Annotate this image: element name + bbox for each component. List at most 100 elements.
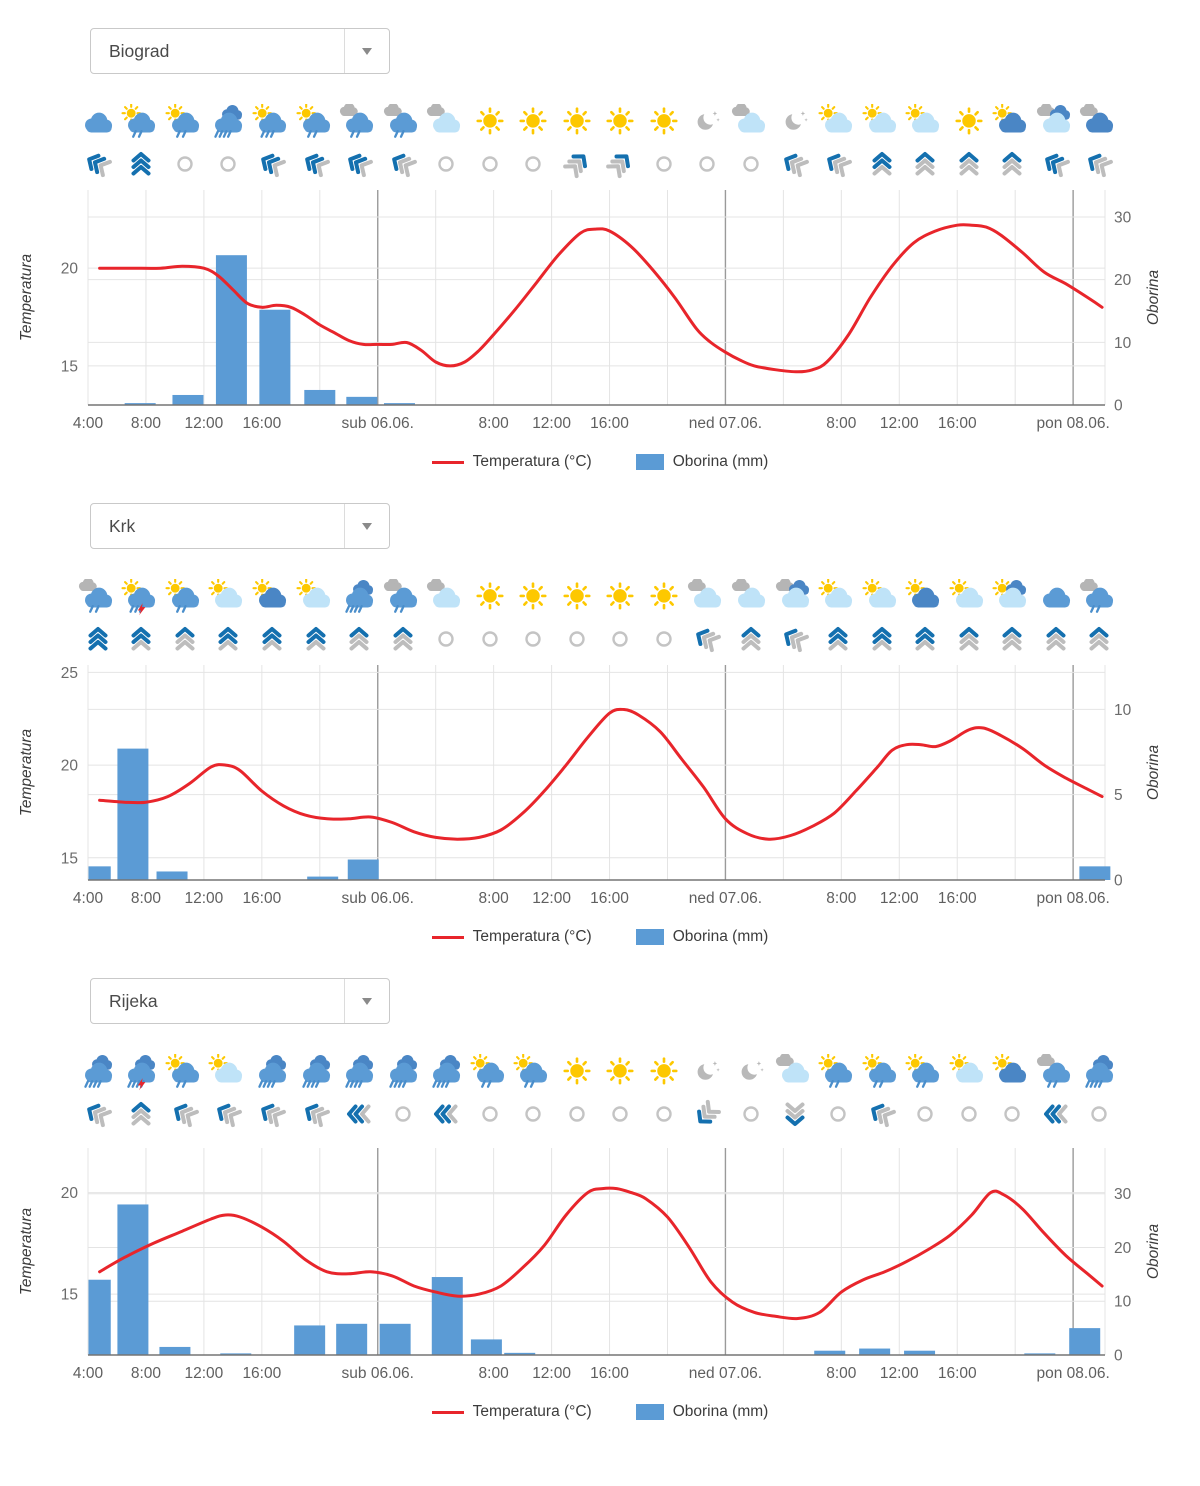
weather-slot — [642, 104, 686, 142]
wind-slot — [773, 149, 817, 179]
sunny-icon — [606, 107, 634, 135]
right-axis-tick: 5 — [1114, 787, 1123, 804]
weather-slot — [729, 579, 773, 617]
wind-up-1-icon — [349, 627, 369, 651]
temperature-line-swatch — [431, 460, 464, 464]
wind-slot — [773, 624, 817, 654]
forecast-chart-biograd: 15 20 0 10 20 30 4:00 8:00 12:00 16:00 sub 06.06. 8… — [18, 190, 1162, 432]
weather-slot — [1078, 579, 1122, 617]
horizontal-gridlines: 15 20 0 10 20 30 — [61, 1185, 1132, 1364]
weather-slot — [686, 579, 730, 617]
wind-slot — [207, 149, 251, 179]
location-select[interactable]: Rijeka — [90, 978, 390, 1024]
weather-slot — [163, 104, 207, 142]
chevron-down-icon — [362, 47, 372, 55]
wind-up-3-icon — [131, 152, 151, 176]
wind-slot — [816, 149, 860, 179]
wind-calm-icon — [220, 156, 237, 172]
x-axis-label: 8:00 — [131, 1365, 162, 1382]
select-arrow-zone — [344, 504, 389, 548]
weather-slot — [642, 579, 686, 617]
sun-rain-icon — [470, 1054, 504, 1088]
wind-up-1-icon — [959, 152, 979, 176]
wind-down-1-icon — [785, 1102, 805, 1126]
weather-slot — [686, 1054, 730, 1092]
wind-slot — [468, 149, 512, 179]
legend-precipitation-label: Oborina (mm) — [672, 928, 769, 945]
cloud-icon — [84, 112, 112, 133]
weather-slot — [903, 1054, 947, 1092]
rain-icon — [1080, 579, 1114, 613]
sun-rain-icon — [121, 104, 156, 138]
wind-slot — [1078, 624, 1122, 654]
x-axis-label: 8:00 — [479, 415, 510, 432]
weather-slot — [686, 104, 730, 142]
wind-slot — [947, 1099, 991, 1129]
x-axis-label: sub 06.06. — [342, 415, 414, 432]
weather-slot — [424, 104, 468, 142]
wind-wnw-1-icon — [217, 1103, 243, 1128]
wind-slot — [816, 1099, 860, 1129]
location-select-value: Krk — [109, 515, 136, 536]
right-axis-tick: 0 — [1114, 398, 1123, 415]
weather-slot — [337, 579, 381, 617]
wind-slot — [381, 624, 425, 654]
chart: 15 20 25 0 5 10 4:00 8:00 12:00 16:00 sub 06.06. 8:… — [0, 660, 1200, 922]
legend-temperature: Temperatura (°C) — [431, 1403, 592, 1421]
wind-up-1-icon — [1002, 152, 1022, 176]
weather-slot — [1034, 1054, 1078, 1092]
left-axis-tick: 25 — [61, 665, 78, 682]
wind-wnw-1-icon — [783, 628, 809, 653]
wind-slot — [642, 624, 686, 654]
wind-slot — [1034, 1099, 1078, 1129]
wind-slot — [337, 1099, 381, 1129]
wind-slot — [207, 624, 251, 654]
wind-ne-1-icon — [562, 154, 587, 179]
wind-slot — [860, 624, 904, 654]
x-axis-label: pon 08.06. — [1036, 890, 1109, 907]
wind-up-1-icon — [175, 627, 195, 651]
weather-slot — [294, 579, 338, 617]
wind-slot — [163, 149, 207, 179]
wind-slot — [860, 149, 904, 179]
left-axis-title: Temperatura — [18, 728, 35, 816]
sunny-icon — [519, 582, 547, 610]
horizontal-gridlines: 15 20 25 0 5 10 — [61, 665, 1132, 890]
wind-icons-row — [76, 622, 1200, 656]
x-axis-label: 16:00 — [590, 890, 629, 907]
gray-dark-cloud-icon — [1080, 104, 1114, 133]
wind-wnw-2-icon — [1044, 153, 1070, 178]
location-select[interactable]: Biograd — [90, 28, 390, 74]
rain-heavy-icon — [258, 1055, 286, 1088]
wind-slot — [294, 624, 338, 654]
wind-slot — [599, 149, 643, 179]
weather-slot — [250, 579, 294, 617]
weather-slot — [990, 104, 1034, 142]
wind-wnw-1-icon — [304, 1103, 330, 1128]
wind-slot — [990, 149, 1034, 179]
wind-up-1-icon — [393, 627, 413, 651]
rain-icon — [1036, 1054, 1070, 1088]
weather-slot — [76, 104, 120, 142]
forecast-chart-rijeka: 15 20 0 10 20 30 4:00 8:00 12:00 16:00 sub 06.06. 8… — [18, 1148, 1162, 1382]
temperature-line — [98, 223, 1104, 374]
right-axis-title: Oborina — [1145, 1224, 1162, 1280]
weather-slot — [250, 1054, 294, 1092]
wind-slot — [250, 149, 294, 179]
weather-slot — [816, 1054, 860, 1092]
left-axis-tick: 15 — [61, 358, 78, 375]
sunny-icon — [563, 107, 591, 135]
wind-slot — [1034, 149, 1078, 179]
wind-wnw-1-icon — [86, 1103, 112, 1128]
wind-slot — [686, 149, 730, 179]
location-select[interactable]: Krk — [90, 503, 390, 549]
x-axis-label: sub 06.06. — [342, 890, 414, 907]
precipitation-bars — [124, 255, 415, 405]
vertical-gridlines — [87, 665, 1106, 880]
wind-calm-icon — [830, 1106, 846, 1122]
x-axis-label: 12:00 — [184, 415, 223, 432]
wind-slot — [947, 624, 991, 654]
wind-up-2-icon — [262, 627, 282, 651]
wind-slot — [903, 149, 947, 179]
weather-slot — [990, 1054, 1034, 1092]
